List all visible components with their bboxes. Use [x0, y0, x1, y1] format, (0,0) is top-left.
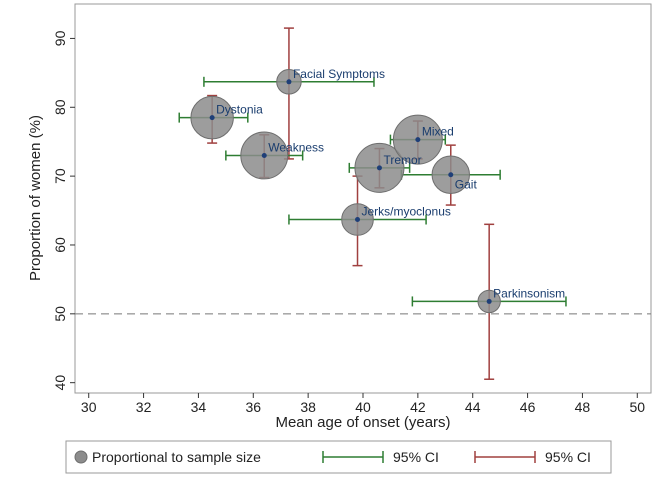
center-dot-facial-symptoms: [286, 79, 292, 85]
legend: Proportional to sample size 95% CI 95% C…: [65, 440, 612, 474]
point-label-parkinsonism: Parkinsonism: [493, 286, 565, 300]
center-dot-parkinsonism: [486, 298, 492, 304]
x-tick-label-42: 42: [410, 399, 426, 415]
y-tick-label-80: 80: [52, 99, 68, 115]
x-axis-title: Mean age of onset (years): [275, 414, 450, 431]
point-label-mixed: Mixed: [422, 125, 454, 139]
point-label-layer: Facial Symptoms Dystonia Weakness TremorMix…: [209, 67, 565, 304]
center-dot-gait: [448, 172, 454, 178]
legend-x-ci-marker: [322, 451, 384, 463]
legend-label-bubble: Proportional to sample size: [92, 449, 261, 465]
point-label-tremor: Tremor: [383, 153, 421, 167]
x-tick-label-50: 50: [629, 399, 645, 415]
x-tick-label-40: 40: [355, 399, 371, 415]
y-tick-label-90: 90: [52, 30, 68, 46]
x-tick-label-38: 38: [300, 399, 316, 415]
point-label-jerks-myoclonus: Jerks/myoclonus: [362, 204, 451, 218]
point-label-gait: Gait: [455, 178, 478, 192]
legend-label-x-ci: 95% CI: [393, 449, 439, 465]
center-dot-mixed: [415, 137, 421, 143]
point-label-facial-symptoms: Facial Symptoms: [293, 67, 385, 81]
point-label-dystonia: Dystonia: [216, 103, 263, 117]
legend-label-y-ci: 95% CI: [545, 449, 591, 465]
center-dot-weakness: [261, 152, 267, 158]
y-tick-label-40: 40: [52, 375, 68, 391]
x-tick-label-48: 48: [575, 399, 591, 415]
x-tick-label-46: 46: [520, 399, 536, 415]
legend-y-ci-marker: [474, 451, 536, 463]
x-tick-label-30: 30: [81, 399, 97, 415]
legend-bubble-marker: [74, 450, 88, 464]
x-tick-label-44: 44: [465, 399, 481, 415]
axes-layer: 30 32 34 36 38 40 42 44 46 48 50 40 50 60 70 80 90: [52, 30, 645, 415]
y-tick-label-60: 60: [52, 237, 68, 253]
plot-area: [74, 3, 652, 394]
x-tick-label-32: 32: [136, 399, 152, 415]
center-dot-tremor: [376, 165, 382, 171]
y-tick-label-70: 70: [52, 168, 68, 184]
x-tick-label-34: 34: [191, 399, 207, 415]
y-axis-title: Proportion of women (%): [27, 115, 44, 281]
center-dot-dystonia: [209, 115, 215, 121]
point-label-weakness: Weakness: [268, 140, 324, 154]
x-tick-label-36: 36: [245, 399, 261, 415]
center-dot-jerks-myoclonus: [355, 216, 361, 222]
y-tick-label-50: 50: [52, 306, 68, 322]
